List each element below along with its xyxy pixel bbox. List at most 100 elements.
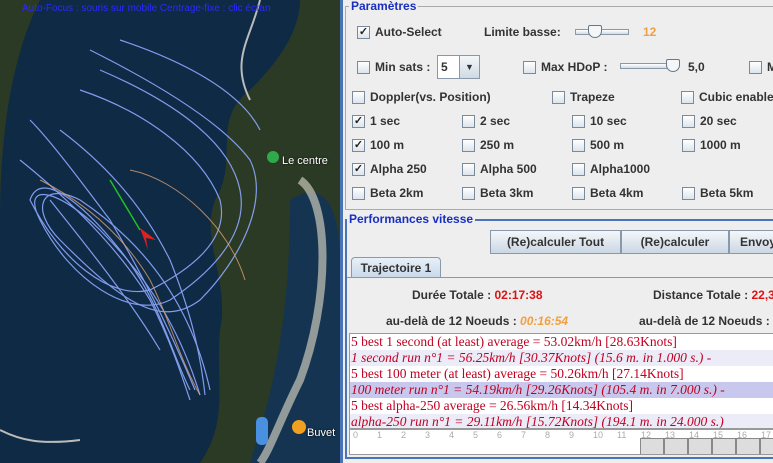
checkbox-icon [352,90,365,104]
checkbox-label: 500 m [590,138,625,152]
checkbox-label: Alpha1000 [590,162,651,176]
max-hdop-value: 5,0 [688,60,705,74]
gps-tracks [19,39,261,401]
checkbox-label: Max HDoP : [541,60,608,74]
checkbox-alpha1000[interactable]: Alpha1000 [572,162,650,176]
checkbox-label: Beta 3km [480,186,534,200]
ruler-tick: 10 [593,430,604,440]
recalculer-button[interactable]: (Re)calculer [621,230,729,254]
list-item[interactable]: 5 best 1 second (at least) average = 53.… [351,334,677,349]
poi-icon [256,417,268,445]
auto-select-checkbox[interactable]: ✓ Auto-Select [357,25,442,39]
checkbox-10-sec[interactable]: 10 sec [572,114,627,128]
limite-basse-label: Limite basse: [484,25,561,39]
envoyer-button[interactable]: Envoye [729,230,773,254]
ruler-tick: 2 [401,430,407,440]
ruler-segment[interactable] [736,438,760,454]
checkbox-icon [572,114,585,128]
cubic-checkbox[interactable]: Cubic enabled [681,90,773,104]
select-value: 5 [441,60,448,74]
checkbox-label: Min sats : [375,60,431,74]
checkbox-icon: ✓ [352,114,365,128]
checkbox-icon [352,186,365,200]
checkbox-label: Alpha 500 [480,162,537,176]
checkbox-label: Auto-Select [375,25,442,39]
checkbox-beta-2km[interactable]: Beta 2km [352,186,423,200]
checkbox-icon [523,60,536,74]
slider-thumb[interactable] [588,25,602,38]
list-item[interactable]: 100 meter run n°1 = 54.19km/h [29.26Knot… [350,382,773,398]
results-list[interactable]: 5 best 1 second (at least) average = 53.… [349,333,773,429]
stat-value: 02:17:38 [494,288,543,302]
doppler-checkbox[interactable]: Doppler(vs. Position) [352,90,491,104]
list-item[interactable]: 5 best 100 meter (at least) average = 50… [351,366,684,381]
limite-basse-slider[interactable] [575,25,629,38]
ruler-segment[interactable] [688,438,712,454]
time-ruler[interactable]: 0 1 2 3 4 5 6 7 8 9 10 11 12 13 14 15 16 17 [349,429,773,455]
checkbox-icon [462,138,475,152]
checkbox-20-sec[interactable]: 20 sec [682,114,737,128]
checkbox-beta-3km[interactable]: Beta 3km [462,186,533,200]
ruler-tick: 12 [641,430,652,440]
checkbox-label: Alpha 250 [370,162,427,176]
checkbox-1-sec[interactable]: ✓ 1 sec [352,114,400,128]
checkbox-label: Doppler(vs. Position) [370,90,491,104]
checkbox-label: 20 sec [700,114,737,128]
ruler-segment[interactable] [640,438,664,454]
ruler-tick: 6 [497,430,503,440]
checkbox-100-m[interactable]: ✓ 100 m [352,138,404,152]
checkbox-icon [572,186,585,200]
duree-audela: au-delà de 12 Noeuds : 00:16:54 [386,314,568,328]
map-label: Le centre [282,155,328,167]
stat-value: 00:16:54 [520,314,569,328]
satellite-map [0,0,340,463]
checkbox-500-m[interactable]: 500 m [572,138,624,152]
ruler-segment[interactable] [664,438,688,454]
ruler-tick: 7 [521,430,527,440]
recalculer-tout-button[interactable]: (Re)calculer Tout [490,230,621,254]
checkbox-alpha-250[interactable]: ✓ Alpha 250 [352,162,427,176]
map-hint: Auto-Focus : souris sur mobile Centrage-… [22,3,271,14]
checkbox-label: Beta 4km [590,186,644,200]
checkbox-icon [682,114,695,128]
checkbox-icon: ✓ [357,25,370,39]
checkbox-icon [572,138,585,152]
checkbox-icon [357,60,370,74]
chevron-down-icon[interactable]: ▼ [459,56,479,78]
ruler-tick: 5 [473,430,479,440]
checkbox-2-sec[interactable]: 2 sec [462,114,510,128]
trapeze-checkbox[interactable]: Trapeze [552,90,615,104]
settings-panel: Paramètres ✓ Auto-Select Limite basse: 12… [340,0,773,463]
checkbox-250-m[interactable]: 250 m [462,138,514,152]
stat-label: Distance Totale : [653,288,749,302]
checkbox-label: 100 m [370,138,405,152]
checkbox-1000-m[interactable]: 1000 m [682,138,741,152]
checkbox-icon [462,162,475,176]
cut-off-checkbox[interactable]: M [749,60,773,74]
checkbox-icon [462,114,475,128]
slider-thumb[interactable] [666,59,680,72]
checkbox-beta-4km[interactable]: Beta 4km [572,186,643,200]
distance-totale: Distance Totale : 22,3 [653,288,773,302]
list-item[interactable]: alpha-250 run n°1 = 29.11km/h [15.72Knot… [350,414,773,428]
ruler-tick: 14 [689,430,700,440]
map-view[interactable]: Auto-Focus : souris sur mobile Centrage-… [0,0,340,463]
ruler-segment[interactable] [760,438,773,454]
checkbox-icon [682,138,695,152]
tab-trajectoire-1[interactable]: Trajectoire 1 [351,257,441,278]
stat-label: au-delà de 12 Noeuds : [386,314,517,328]
stat-label: au-delà de 12 Noeuds : [639,314,770,328]
max-hdop-checkbox[interactable]: Max HDoP : [523,60,607,74]
list-item[interactable]: 5 best alpha-250 average = 26.56km/h [14… [351,398,634,413]
place-pin-icon [267,151,279,163]
parametres-group [345,6,773,210]
checkbox-label: 1000 m [700,138,741,152]
ruler-segment[interactable] [712,438,736,454]
min-sats-checkbox[interactable]: Min sats : [357,60,430,74]
list-item[interactable]: 1 second run n°1 = 56.25km/h [30.37Knots… [350,350,773,366]
checkbox-beta-5km[interactable]: Beta 5km [682,186,753,200]
limite-basse-value: 12 [643,25,657,39]
max-hdop-slider[interactable] [620,59,680,72]
min-sats-select[interactable]: 5 ▼ [437,55,480,79]
checkbox-alpha-500[interactable]: Alpha 500 [462,162,537,176]
